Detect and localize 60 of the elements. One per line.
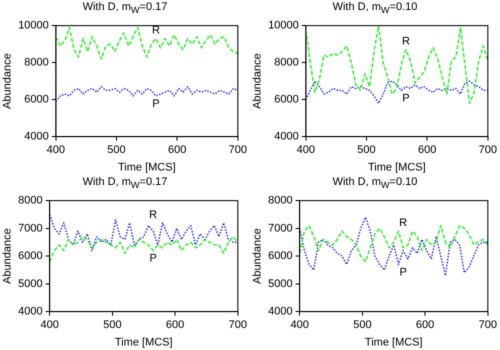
- x-tick-label: 700: [228, 319, 248, 332]
- x-tick-label: 500: [353, 319, 372, 332]
- y-tick-label: 4000: [274, 130, 299, 143]
- y-tick-label: 10000: [268, 20, 299, 32]
- x-axis-title: Time [MCS]: [114, 336, 173, 348]
- x-tick-label: 500: [107, 144, 126, 156]
- x-tick-label: 700: [478, 319, 498, 332]
- x-axis-title: Time [MCS]: [368, 161, 426, 174]
- series-label: R: [402, 36, 410, 48]
- y-tick-label: 6000: [24, 94, 49, 106]
- y-tick-label: 5000: [268, 278, 293, 290]
- x-tick-label: 600: [418, 144, 436, 156]
- chart-title: With D, m$_{W}$=0.10: [332, 175, 418, 191]
- line-series: [306, 80, 488, 104]
- x-tick-label: 400: [40, 319, 59, 332]
- series-label: R: [149, 208, 158, 221]
- y-tick-label: 7000: [18, 222, 43, 234]
- y-axis-title: Abundance: [2, 53, 14, 109]
- chart-title: With D, m$_{W}$=0.17: [82, 0, 168, 16]
- x-tick-label: 500: [357, 144, 376, 156]
- y-tick-label: 4000: [18, 306, 43, 318]
- y-tick-label: 6000: [18, 250, 43, 262]
- y-tick-label: 5000: [18, 278, 43, 290]
- x-tick-label: 500: [103, 319, 122, 332]
- series-label: R: [399, 217, 408, 230]
- y-tick-label: 4000: [24, 130, 49, 143]
- y-tick-label: 8000: [268, 194, 293, 207]
- line-series: [300, 216, 488, 276]
- y-tick-label: 4000: [268, 306, 293, 318]
- x-tick-label: 700: [228, 144, 248, 156]
- series-label: P: [399, 266, 407, 278]
- y-tick-label: 7000: [268, 222, 293, 234]
- y-axis-title: Abundance: [252, 228, 264, 284]
- x-axis-title: Time [MCS]: [118, 161, 176, 174]
- y-tick-label: 6000: [268, 250, 293, 262]
- x-tick-label: 600: [168, 144, 186, 156]
- y-tick-label: 10000: [18, 20, 49, 32]
- x-tick-label: 400: [46, 144, 65, 156]
- series-label: P: [402, 92, 410, 104]
- series-label: P: [149, 252, 157, 265]
- line-series: [306, 26, 488, 104]
- y-axis-title: Abundance: [252, 53, 264, 109]
- y-axis-title: Abundance: [2, 228, 14, 284]
- chart-title: With D, m$_{W}$=0.10: [332, 0, 418, 16]
- y-tick-label: 8000: [18, 194, 43, 207]
- line-series: [56, 26, 238, 60]
- x-tick-label: 600: [166, 319, 184, 332]
- x-tick-label: 400: [296, 144, 315, 156]
- y-tick-label: 8000: [24, 56, 49, 69]
- y-tick-label: 6000: [274, 94, 299, 106]
- x-tick-label: 600: [416, 319, 434, 332]
- series-label: P: [152, 98, 160, 110]
- series-label: R: [152, 24, 160, 37]
- y-tick-label: 8000: [274, 56, 299, 69]
- chart-title: With D, m$_{W}$=0.17: [82, 175, 168, 191]
- x-tick-label: 700: [478, 144, 498, 156]
- x-tick-label: 400: [290, 319, 309, 332]
- line-series: [300, 224, 488, 262]
- line-series: [50, 236, 238, 262]
- x-axis-title: Time [MCS]: [364, 336, 423, 348]
